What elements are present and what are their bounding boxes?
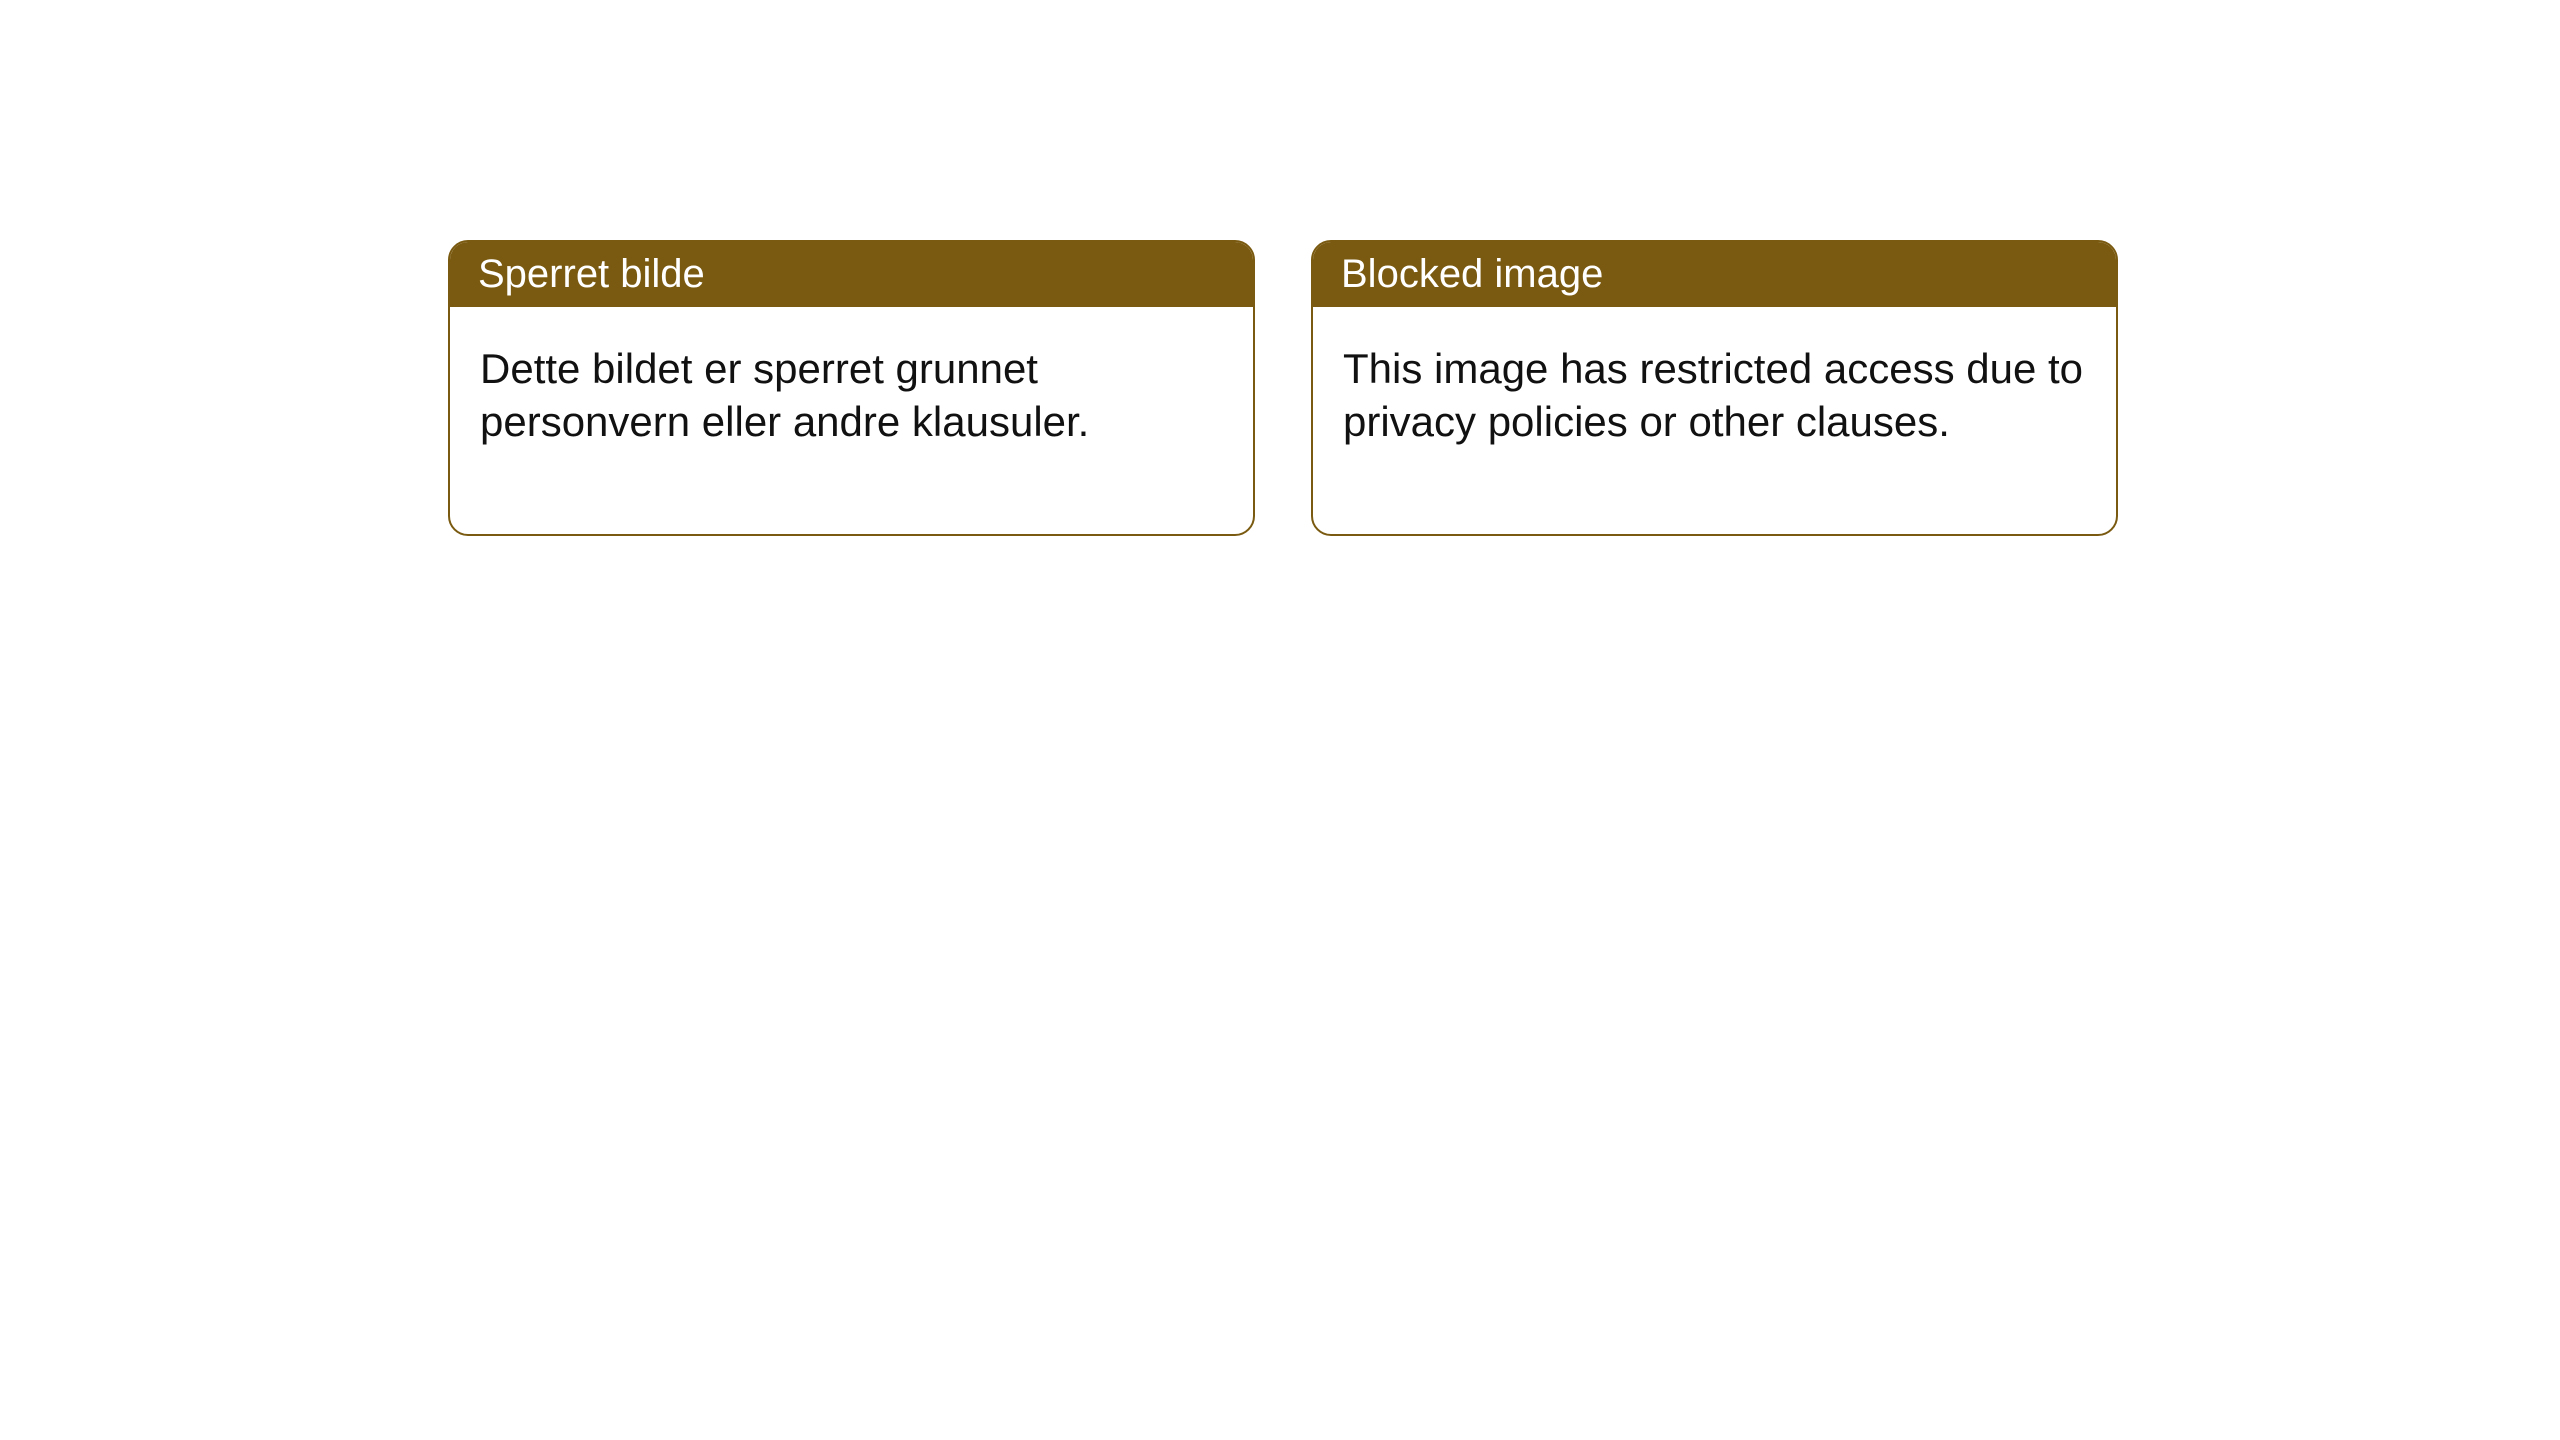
card-body: Dette bildet er sperret grunnet personve… <box>450 307 1253 534</box>
notice-cards-container: Sperret bilde Dette bildet er sperret gr… <box>448 240 2118 536</box>
card-body: This image has restricted access due to … <box>1313 307 2116 534</box>
card-body-text: Dette bildet er sperret grunnet personve… <box>480 345 1089 445</box>
card-title: Sperret bilde <box>478 252 705 296</box>
notice-card-english: Blocked image This image has restricted … <box>1311 240 2118 536</box>
card-header: Sperret bilde <box>450 242 1253 307</box>
card-header: Blocked image <box>1313 242 2116 307</box>
notice-card-norwegian: Sperret bilde Dette bildet er sperret gr… <box>448 240 1255 536</box>
card-title: Blocked image <box>1341 252 1603 296</box>
card-body-text: This image has restricted access due to … <box>1343 345 2083 445</box>
